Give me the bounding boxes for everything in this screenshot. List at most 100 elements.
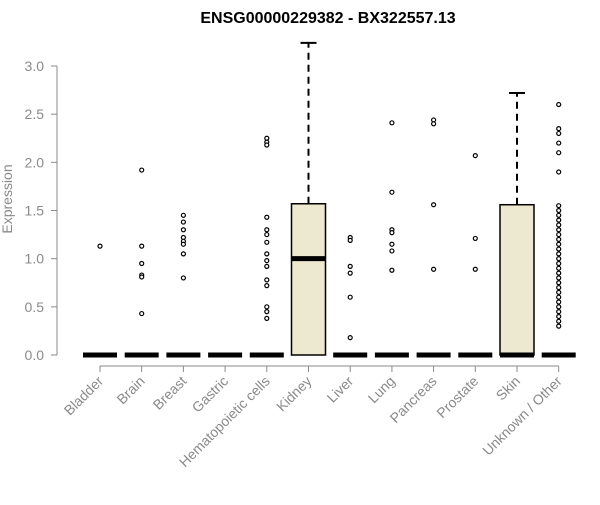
outlier-point <box>556 280 562 286</box>
outlier-point <box>556 140 562 146</box>
outlier-point <box>556 212 562 218</box>
box-group-1 <box>124 167 159 358</box>
outlier-point <box>472 235 478 242</box>
y-tick-label: 2.0 <box>25 154 45 170</box>
outlier-point <box>556 275 562 281</box>
outlier-point <box>472 266 478 272</box>
outlier-point <box>556 251 562 257</box>
outlier-point <box>180 241 186 247</box>
outlier-point <box>556 101 562 108</box>
outlier-point <box>556 241 562 247</box>
outlier-point <box>556 126 562 132</box>
outlier-point <box>389 267 395 273</box>
outlier-point <box>556 270 562 276</box>
outlier-point <box>556 130 562 137</box>
y-axis: 0.0 0.5 1.0 1.5 2.0 2.5 3.0 <box>25 58 58 363</box>
outlier-point <box>556 217 562 223</box>
box-group-9 <box>458 152 493 358</box>
outlier-point <box>556 227 562 233</box>
outlier-point <box>389 189 395 195</box>
outlier-point <box>180 212 186 218</box>
outlier-point <box>264 231 270 238</box>
box-group-5 <box>290 41 327 356</box>
outlier-point <box>264 251 270 257</box>
outlier-point <box>264 227 270 233</box>
outlier-point <box>347 237 353 243</box>
outlier-point <box>556 304 562 310</box>
outlier-point <box>264 142 270 148</box>
x-tick-label: Prostate <box>433 373 481 421</box>
outlier-point <box>431 266 437 272</box>
outlier-point <box>347 263 353 269</box>
outlier-point <box>431 202 437 208</box>
box-group-8 <box>416 117 451 358</box>
outlier-point <box>139 274 145 280</box>
box-group-6 <box>333 234 368 358</box>
x-tick-label: Skin <box>493 373 524 404</box>
outlier-point <box>389 230 395 236</box>
outlier-point <box>556 299 562 305</box>
outlier-point <box>556 231 562 238</box>
outlier-point <box>347 294 353 300</box>
y-tick-label: 0.5 <box>25 299 45 315</box>
outlier-point <box>556 289 562 295</box>
outlier-point <box>556 260 562 267</box>
outlier-point <box>347 270 353 276</box>
y-tick-label: 2.5 <box>25 106 45 122</box>
outlier-point <box>264 263 270 269</box>
outlier-point <box>139 243 145 249</box>
outlier-point <box>556 323 562 329</box>
x-tick-label: Kidney <box>273 373 315 415</box>
outlier-point <box>556 246 562 252</box>
outlier-point <box>139 310 145 317</box>
x-tick-label: Lung <box>365 373 398 406</box>
box-series <box>83 41 576 358</box>
outlier-point <box>180 275 186 281</box>
outlier-point <box>264 277 270 283</box>
outlier-point <box>180 219 186 225</box>
x-tick-label: Unknown / Other <box>479 373 565 459</box>
x-tick-label: Bladder <box>61 373 107 419</box>
box-group-2 <box>166 212 201 358</box>
y-tick-label: 0.0 <box>25 347 45 363</box>
outlier-point <box>556 256 562 262</box>
y-tick-label: 3.0 <box>25 58 45 74</box>
outlier-point <box>556 150 562 156</box>
outlier-point <box>556 313 562 320</box>
outlier-point <box>389 241 395 247</box>
x-tick-label: Brain <box>113 373 147 407</box>
x-tick-label: Liver <box>324 373 357 406</box>
outlier-point <box>389 120 395 126</box>
outlier-point <box>139 167 145 173</box>
outlier-point <box>556 318 562 324</box>
box-rect <box>290 203 327 356</box>
outlier-point <box>347 335 353 341</box>
outlier-point <box>180 251 186 257</box>
box-group-0 <box>83 243 117 358</box>
outlier-point <box>264 214 270 220</box>
outlier-point <box>264 239 270 245</box>
outlier-point <box>556 207 562 214</box>
chart-title: ENSG00000229382 - BX322557.13 <box>200 10 455 27</box>
outlier-point <box>556 203 562 209</box>
outlier-point <box>556 169 562 175</box>
outlier-point <box>264 315 270 321</box>
outlier-point <box>264 309 270 315</box>
box-group-7 <box>374 120 409 358</box>
outlier-point <box>180 227 186 233</box>
outlier-point <box>556 284 562 291</box>
outlier-point <box>431 121 437 127</box>
outlier-point <box>264 283 270 289</box>
y-axis-label: Expression <box>0 164 15 233</box>
outlier-point <box>97 243 103 249</box>
y-tick-label: 1.5 <box>25 203 45 219</box>
outlier-point <box>139 260 145 267</box>
box-group-4 <box>249 135 284 358</box>
outlier-point <box>556 265 562 271</box>
y-tick-label: 1.0 <box>25 251 45 267</box>
outlier-point <box>556 222 562 228</box>
outlier-point <box>264 304 270 310</box>
